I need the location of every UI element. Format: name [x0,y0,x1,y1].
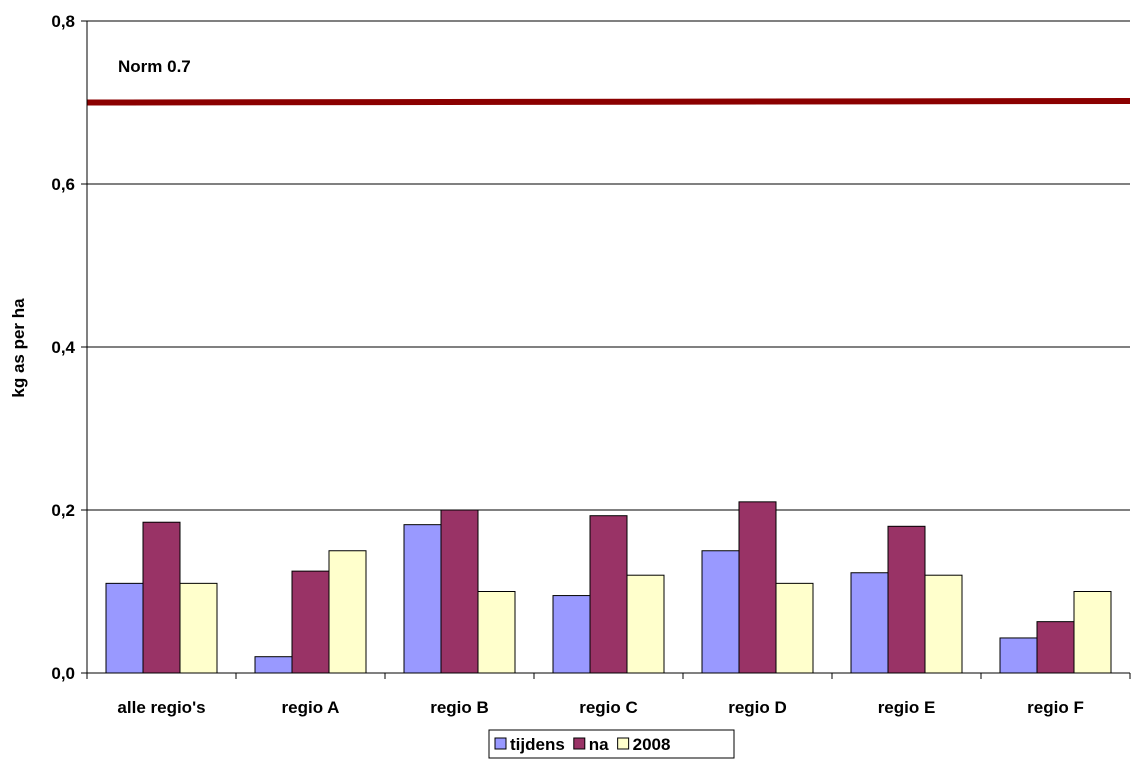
legend-label-na: na [589,735,609,754]
gridlines [81,20,1130,674]
legend: tijdens na 2008 [488,729,735,759]
y-tick-label: 0,6 [51,175,75,194]
x-category-label: regio D [728,698,787,717]
x-category-label: regio E [878,698,936,717]
y-tick-label: 0,0 [51,664,75,683]
legend-box [488,729,735,759]
y-tick-label: 0,8 [51,12,75,31]
bar-tijdens [999,637,1038,674]
bar-2008 [328,550,367,674]
x-category-label: regio B [430,698,489,717]
bar-2008 [775,582,814,674]
axes [86,21,1131,679]
y-tick-label: 0,4 [51,338,75,357]
legend-label-2008: 2008 [633,735,671,754]
bar-2008 [924,574,963,674]
legend-label-tijdens: tijdens [510,735,565,754]
bar-na [142,521,181,674]
x-category-label: regio A [282,698,340,717]
x-category-label: regio C [579,698,638,717]
norm-line [86,98,1131,106]
y-tick-label: 0,2 [51,501,75,520]
bar-tijdens [701,550,740,674]
y-tick-labels: 0,0 0,2 0,4 0,6 0,8 [51,12,75,683]
legend-swatch-na [573,737,586,750]
bars [105,501,1112,674]
bar-na [887,525,926,674]
bar-2008 [1073,591,1112,674]
bar-na [291,570,330,674]
bar-tijdens [254,656,293,674]
bar-2008 [626,574,665,674]
bar-tijdens [552,595,591,674]
norm-label: Norm 0.7 [118,57,191,76]
bar-tijdens [403,524,442,674]
legend-swatch-tijdens [494,737,507,750]
x-category-labels: alle regio's regio A regio B regio C regio D… [117,698,1083,717]
y-axis-label: kg as per ha [9,298,28,398]
bar-tijdens [105,582,144,674]
x-category-label: alle regio's [117,698,205,717]
bar-2008 [179,582,218,674]
x-category-label: regio F [1027,698,1084,717]
bar-na [440,509,479,674]
legend-swatch-2008 [617,737,630,750]
bar-na [589,515,628,674]
bar-tijdens [850,572,889,674]
bar-2008 [477,591,516,674]
norm-line-group [86,98,1131,106]
bar-na [738,501,777,674]
bar-na [1036,621,1075,674]
